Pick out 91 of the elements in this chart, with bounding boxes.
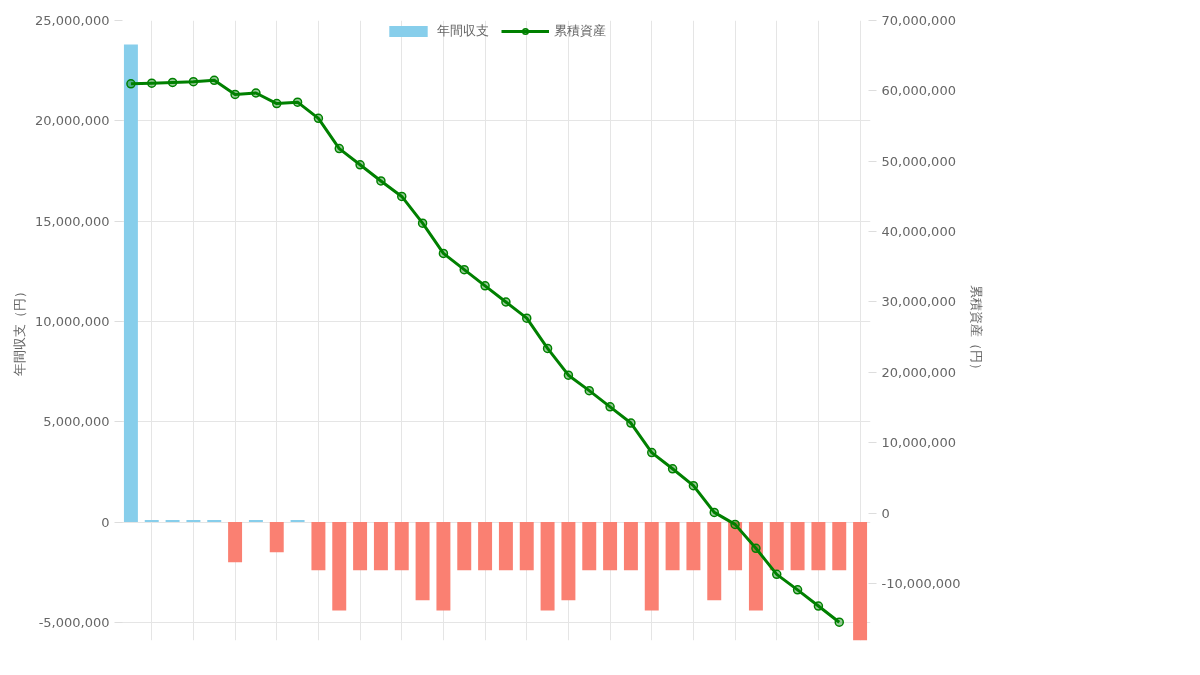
point — [792, 585, 803, 595]
point — [688, 480, 699, 491]
bar — [832, 522, 847, 571]
bar — [373, 522, 388, 571]
point — [397, 191, 407, 202]
y2-tick-label: 70,000,000 — [881, 13, 956, 28]
point — [667, 464, 678, 474]
y2-axis-title: 累積資産（円） — [968, 285, 984, 376]
point — [522, 313, 532, 323]
bar — [498, 522, 513, 571]
bar — [769, 522, 784, 571]
point — [813, 601, 824, 611]
y2-tick-label: 40,000,000 — [881, 224, 956, 240]
point — [334, 143, 344, 154]
point — [251, 88, 261, 98]
point — [647, 447, 657, 458]
bar — [123, 44, 138, 523]
y-tick-label: 5,000,000 — [43, 414, 110, 430]
point — [292, 97, 303, 107]
legend-label: 年間収支 — [437, 22, 489, 40]
point — [167, 77, 178, 88]
bar — [540, 522, 555, 611]
bar — [519, 522, 534, 571]
bar — [144, 520, 159, 523]
point — [230, 89, 240, 100]
bar — [748, 522, 763, 611]
bar — [811, 522, 826, 571]
point — [605, 402, 615, 412]
bar — [790, 522, 805, 571]
bar — [603, 522, 618, 571]
point — [709, 507, 719, 518]
point — [542, 343, 553, 354]
bar — [353, 522, 368, 571]
y2-tick-label: 30,000,000 — [881, 294, 956, 310]
point — [584, 385, 594, 396]
y-axis-title: 年間収支（円） — [12, 285, 28, 376]
y-tick-label: 10,000,000 — [35, 313, 110, 329]
y2-tick-label: 0 — [881, 505, 890, 521]
bar — [644, 522, 659, 611]
bar — [165, 520, 180, 523]
point — [751, 543, 761, 554]
bar — [853, 522, 868, 641]
bar — [269, 522, 284, 553]
bar — [332, 522, 347, 611]
bar — [582, 522, 597, 571]
bar — [248, 520, 263, 523]
bar — [478, 522, 493, 571]
bar — [207, 520, 222, 523]
y-tick-label: 15,000,000 — [35, 213, 110, 229]
bar — [707, 522, 722, 601]
bar — [186, 520, 201, 523]
y2-tick-label: 50,000,000 — [881, 153, 956, 169]
y-tick-label: -5,000,000 — [38, 614, 110, 630]
point — [480, 281, 490, 291]
bar — [457, 522, 472, 571]
y2-tick-label: -10,000,000 — [881, 576, 961, 591]
bar — [686, 522, 701, 571]
bar — [290, 520, 305, 523]
point — [459, 264, 469, 275]
bar — [561, 522, 576, 601]
point — [272, 98, 282, 109]
bar — [415, 522, 430, 601]
bar — [665, 522, 680, 571]
y2-tick-label: 10,000,000 — [881, 435, 956, 451]
y-tick-label: 25,000,000 — [35, 13, 110, 28]
point — [188, 76, 199, 87]
point — [209, 75, 219, 86]
point — [313, 113, 324, 124]
point — [417, 218, 428, 228]
point — [834, 617, 844, 627]
bar — [436, 522, 451, 611]
y2-tick-label: 60,000,000 — [881, 83, 956, 99]
y-tick-label: 20,000,000 — [35, 113, 110, 129]
point — [355, 160, 365, 170]
point — [438, 248, 449, 259]
point — [772, 569, 782, 580]
legend-label: 累積資産 — [554, 22, 606, 40]
y-tick-label: 0 — [101, 514, 110, 530]
bar — [728, 522, 743, 571]
point — [126, 79, 136, 89]
bar — [228, 522, 243, 563]
bar — [623, 522, 638, 571]
point — [730, 519, 740, 530]
point — [147, 78, 157, 88]
bar — [311, 522, 326, 571]
bar — [394, 522, 409, 571]
point — [376, 176, 386, 186]
point — [501, 297, 511, 307]
y2-tick-label: 20,000,000 — [881, 364, 956, 380]
point — [626, 418, 636, 428]
point — [563, 370, 574, 380]
